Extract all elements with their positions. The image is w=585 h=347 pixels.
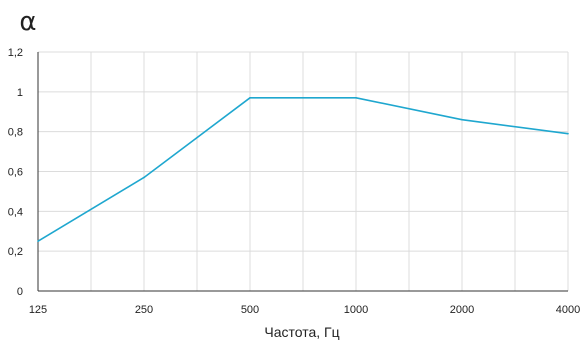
grid: [38, 51, 569, 291]
y-tick-label: 1: [17, 87, 23, 99]
y-tick-label: 0: [17, 286, 23, 298]
y-tick-label: 0,6: [8, 167, 23, 179]
x-tick-label: 250: [135, 304, 153, 316]
x-tick-label: 2000: [450, 304, 474, 316]
y-tick-label: 0,8: [8, 127, 23, 139]
data-point: [37, 240, 39, 243]
x-tick-label: 4000: [556, 304, 580, 316]
series: [37, 97, 569, 243]
x-tick-label: 500: [241, 304, 259, 316]
data-point: [249, 97, 251, 99]
y-axis-label: α: [19, 7, 36, 37]
data-point: [461, 118, 463, 121]
series-line: [37, 97, 569, 242]
x-ticks: 125 250 500 1000 2000 4000: [29, 304, 580, 316]
y-tick-label: 1,2: [8, 47, 23, 59]
y-ticks: 0 0,2 0,4 0,6 0,8 1 1,2: [8, 47, 23, 298]
y-tick-label: 0,4: [8, 206, 23, 218]
x-tick-label: 1000: [344, 304, 368, 316]
data-point: [143, 176, 145, 179]
data-point: [567, 132, 569, 135]
x-tick-label: 125: [29, 304, 47, 316]
axes: [37, 52, 568, 292]
y-tick-label: 0,2: [8, 246, 23, 258]
x-axis-label: Частота, Гц: [264, 324, 339, 340]
data-point: [355, 97, 357, 99]
